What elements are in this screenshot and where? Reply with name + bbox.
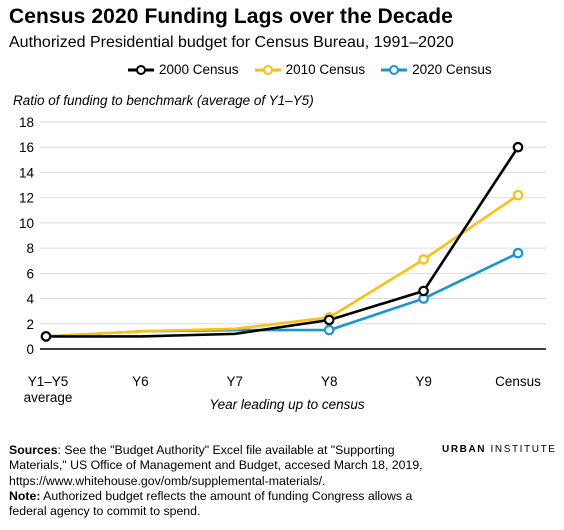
x-axis-title: Year leading up to census [209,397,365,412]
data-point-2000-census [40,331,52,342]
legend-swatch-2000 [128,64,154,75]
chart-title: Census 2020 Funding Lags over the Decade [9,5,453,28]
legend-label-2000: 2000 Census [159,62,239,77]
sources-label: Sources [9,443,58,457]
y-tick-label: 6 [26,266,34,281]
x-tick-label-line: Y7 [227,374,244,389]
x-tick-label: Y6 [132,374,149,389]
x-tick-label: Y1–Y5 average [24,374,73,405]
data-point-2000-census [323,314,335,326]
legend-swatch-2020 [381,64,408,75]
chart-subtitle: Authorized Presidential budget for Censu… [9,34,454,51]
data-point-2010-census [418,254,429,265]
legend: 2000 Census 2010 Census 2020 Census [126,62,492,77]
legend-label-2020: 2020 Census [412,62,492,77]
legend-label-2010: 2010 Census [285,62,366,77]
x-tick-label: Y7 [227,374,244,389]
data-point-2020-census [323,324,335,336]
data-point-2000-census [512,141,524,153]
y-tick-label: 16 [19,140,34,155]
y-tick-label: 2 [26,317,34,332]
x-tick-label: Y9 [415,374,432,389]
x-tick-label: Y8 [321,374,338,389]
legend-item-2010: 2010 Census [253,62,366,77]
x-tick-label: Census [495,374,541,389]
y-tick-label: 8 [26,241,34,256]
y-tick-label: 14 [19,165,35,180]
x-tick-label-line: average [24,390,73,405]
y-axis-title: Ratio of funding to benchmark (average o… [13,93,314,108]
y-tick-label: 12 [19,191,34,206]
x-tick-label-line: Y8 [321,374,338,389]
x-tick-label-line: Y6 [132,374,149,389]
line-chart: 0 2 4 6 8 10 12 14 16 18 Y1–Y5 average Y6 Y7 Y8 Y9 Censu… [19,115,546,405]
y-tick-label: 18 [19,115,34,130]
series-line-2000-census [46,146,520,338]
data-point-2010-census [512,189,524,201]
legend-swatch-2010 [254,64,281,75]
y-tick-label: 10 [19,216,34,231]
data-point-2020-census [512,247,524,259]
y-tick-label: 4 [26,292,34,307]
data-point-2000-census [418,285,429,297]
series-line-2010-census [45,194,519,338]
legend-item-2020: 2020 Census [379,62,492,77]
sources-text: : See the "Budget Authority" Excel file … [9,443,423,488]
brand-institute: INSTITUTE [486,444,557,455]
x-tick-label-line: Y1–Y5 [28,374,69,389]
y-tick-label: 0 [26,342,34,357]
urban-institute-logo: URBAN INSTITUTE [442,444,557,455]
brand-urban: URBAN [442,444,487,455]
source-notes: Sources: See the "Budget Authority" Exce… [9,443,429,519]
x-tick-label-line: Y9 [415,374,432,389]
note-text: Authorized budget reflects the amount of… [9,488,413,519]
x-tick-label-line: Census [495,374,541,389]
note-label: Note: [9,488,41,503]
legend-item-2000: 2000 Census [126,62,239,77]
